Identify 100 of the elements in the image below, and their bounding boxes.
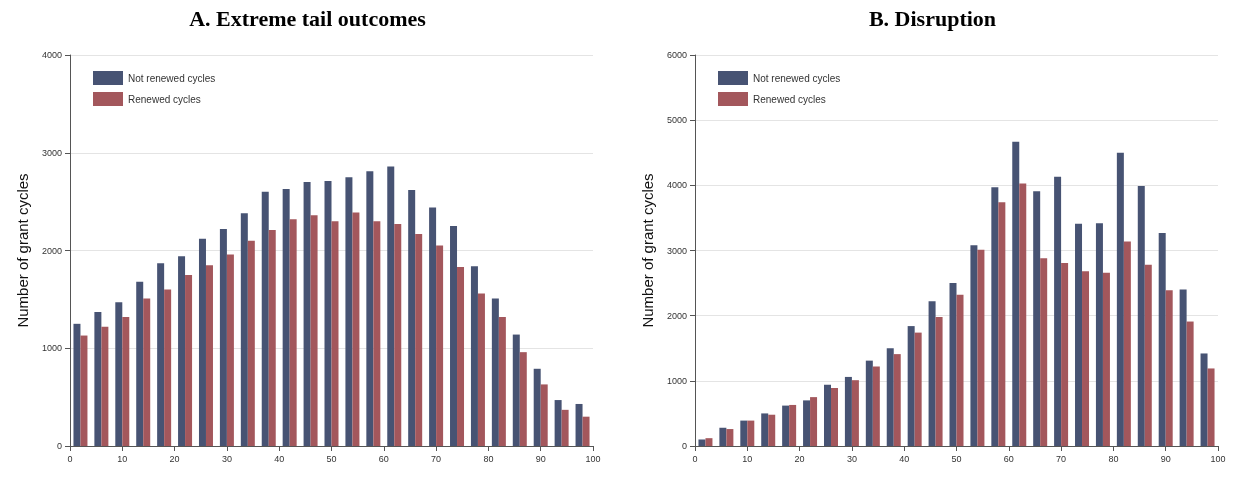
bar <box>575 403 583 446</box>
bar <box>782 405 790 446</box>
y-tick-label: 4000 <box>41 50 62 60</box>
bar <box>803 400 811 446</box>
y-tick-label: 3000 <box>41 147 62 158</box>
bar <box>1165 290 1173 446</box>
chart-title: B. Disruption <box>868 5 997 31</box>
bar <box>219 229 227 446</box>
y-tick-label: 1000 <box>666 375 687 386</box>
bar <box>554 400 562 446</box>
bar <box>1019 183 1027 446</box>
bar <box>1123 241 1131 446</box>
y-tick-label: 2000 <box>666 310 687 321</box>
bar <box>865 360 873 446</box>
x-tick-label: 20 <box>794 453 805 464</box>
x-tick-label: 0 <box>67 453 73 464</box>
bar <box>956 294 964 446</box>
bar <box>872 366 880 446</box>
y-tick-label: 6000 <box>666 50 687 60</box>
x-tick-label: 90 <box>1160 453 1171 464</box>
bar <box>436 245 444 446</box>
y-tick-label: 4000 <box>666 180 687 191</box>
bar <box>345 177 353 446</box>
bar <box>491 298 499 446</box>
bar <box>415 233 423 446</box>
legend-label: Not renewed cycles <box>753 72 841 84</box>
bar <box>519 352 527 446</box>
x-tick-label: 0 <box>692 453 698 464</box>
bar <box>1012 141 1020 446</box>
x-tick-label: 20 <box>169 453 180 464</box>
bar <box>73 323 81 446</box>
bar <box>768 414 776 446</box>
bar <box>310 215 318 446</box>
bar <box>247 240 255 446</box>
bar <box>282 188 290 446</box>
bar <box>261 191 269 446</box>
bar <box>698 439 706 446</box>
legend-label: Renewed cycles <box>753 93 826 105</box>
bar <box>719 427 727 446</box>
bar <box>1061 262 1069 446</box>
bar <box>1186 321 1194 446</box>
bar <box>122 316 130 446</box>
bar <box>1137 185 1145 446</box>
bar <box>324 181 332 446</box>
bar <box>810 397 818 446</box>
bar <box>185 274 193 446</box>
bar <box>533 368 541 446</box>
bar <box>303 182 311 446</box>
x-tick-label: 40 <box>274 453 285 464</box>
bar <box>893 354 901 446</box>
y-tick-label: 2000 <box>41 245 62 256</box>
bar <box>268 229 276 446</box>
bar <box>387 166 395 446</box>
bar <box>157 263 165 446</box>
x-tick-label: 30 <box>221 453 232 464</box>
bar <box>928 301 936 446</box>
y-tick-label: 5000 <box>666 115 687 126</box>
bar <box>844 376 852 446</box>
bar <box>470 266 478 446</box>
bar <box>1158 232 1166 446</box>
bar <box>352 212 360 446</box>
bar <box>477 293 485 446</box>
bar <box>164 289 172 446</box>
bar <box>935 316 943 446</box>
bar <box>726 429 734 446</box>
x-tick-label: 60 <box>378 453 389 464</box>
bar <box>115 302 123 446</box>
x-tick-label: 90 <box>535 453 546 464</box>
bar <box>366 171 374 446</box>
x-tick-label: 60 <box>1003 453 1014 464</box>
bar <box>914 332 922 446</box>
x-tick-label: 50 <box>326 453 337 464</box>
bar <box>907 326 915 446</box>
x-tick-label: 100 <box>585 453 601 464</box>
y-tick-label: 1000 <box>41 343 62 354</box>
bar <box>373 221 381 446</box>
x-tick-label: 10 <box>117 453 128 464</box>
y-axis-title: Number of grant cycles <box>639 173 656 328</box>
bar <box>394 224 402 446</box>
bar <box>450 226 458 446</box>
bar <box>1102 272 1110 446</box>
x-tick-label: 70 <box>431 453 442 464</box>
bar <box>1082 271 1090 446</box>
legend-label: Not renewed cycles <box>128 72 216 84</box>
x-tick-label: 100 <box>1210 453 1226 464</box>
bar <box>331 221 339 446</box>
y-axis-title: Number of grant cycles <box>14 173 31 328</box>
bar <box>1095 223 1103 446</box>
bar <box>705 438 713 446</box>
bar <box>761 413 769 446</box>
bar <box>582 416 590 446</box>
x-tick-label: 70 <box>1056 453 1067 464</box>
bar <box>429 207 437 446</box>
bar <box>226 254 234 446</box>
bar <box>1033 191 1041 446</box>
bar <box>561 409 569 446</box>
bar <box>949 283 957 446</box>
bar <box>1144 264 1152 446</box>
bar <box>970 245 978 446</box>
x-tick-label: 80 <box>1108 453 1119 464</box>
